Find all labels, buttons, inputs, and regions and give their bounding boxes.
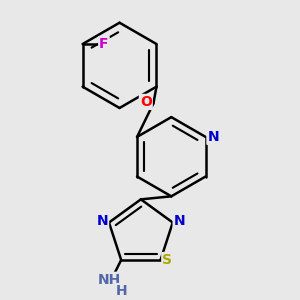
Text: N: N: [97, 214, 108, 228]
Text: F: F: [99, 37, 109, 51]
Text: N: N: [207, 130, 219, 144]
Text: N: N: [174, 214, 185, 228]
Text: O: O: [140, 95, 152, 109]
Text: H: H: [116, 284, 127, 298]
Text: S: S: [162, 253, 172, 267]
Text: NH: NH: [98, 273, 121, 287]
